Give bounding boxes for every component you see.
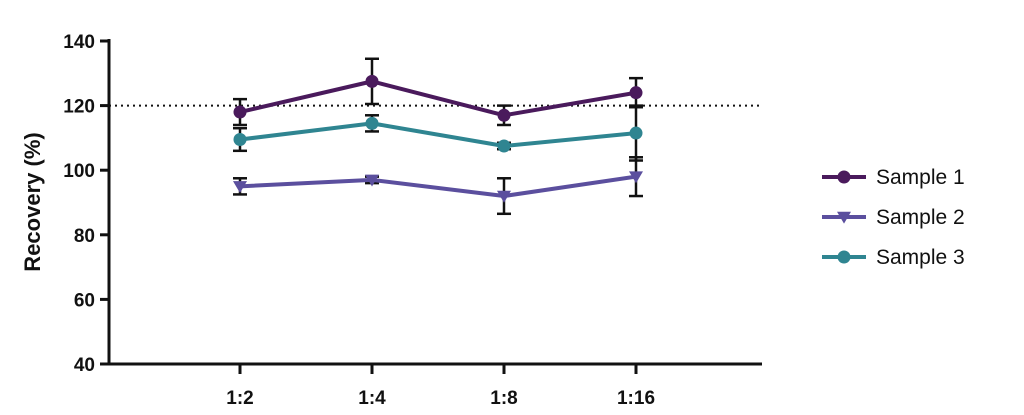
series-2-point [497, 190, 511, 203]
legend-label: Sample 3 [876, 246, 965, 269]
series-3-point [365, 116, 379, 130]
y-tick-label: 140 [63, 32, 95, 53]
y-tick-label: 60 [74, 290, 95, 311]
x-tick-label: 1:4 [358, 388, 386, 409]
series-3-point [233, 133, 247, 147]
series-1-point [629, 86, 643, 100]
y-tick-label: 80 [74, 226, 95, 247]
legend-swatch-marker [837, 211, 851, 224]
series-3-point [497, 139, 511, 153]
series-1-point [233, 105, 247, 119]
series-1-point [497, 108, 511, 122]
series-3-point [629, 126, 643, 140]
legend-swatch-marker [837, 250, 851, 264]
legend-label: Sample 1 [876, 166, 965, 189]
legend-swatch-marker [837, 170, 851, 184]
series-2-point [233, 181, 247, 193]
x-tick-label: 1:8 [490, 388, 517, 409]
y-axis-title: Recovery (%) [20, 132, 45, 271]
series-1-line [239, 79, 637, 118]
x-tick-label: 1:16 [617, 388, 655, 409]
series-3-line [239, 121, 637, 148]
series-2-line [239, 174, 637, 199]
x-tick-label: 1:2 [226, 388, 253, 409]
series-2-point [365, 174, 379, 187]
series-2-point [629, 171, 643, 184]
y-tick-label: 120 [63, 97, 95, 118]
y-tick-label: 100 [63, 161, 95, 182]
legend-label: Sample 2 [876, 206, 965, 229]
series-1-point [365, 74, 379, 88]
y-tick-label: 40 [74, 355, 95, 376]
